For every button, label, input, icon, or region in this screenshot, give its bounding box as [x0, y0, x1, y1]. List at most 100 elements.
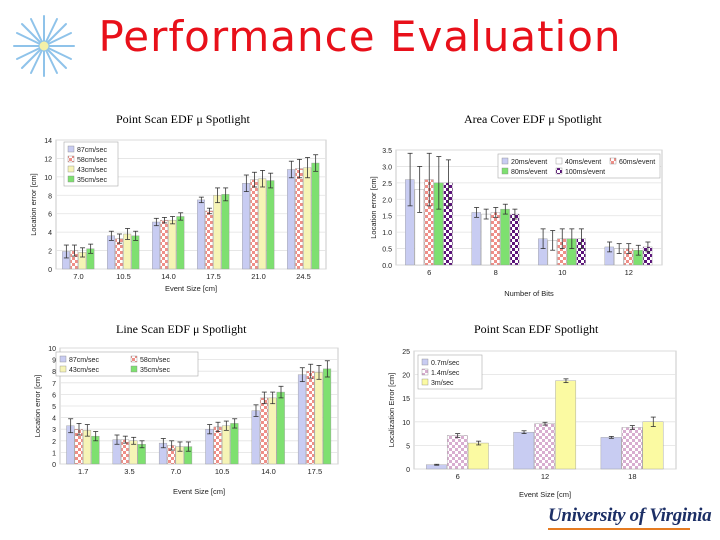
- x-tick-label: 14.0: [261, 467, 276, 476]
- x-tick-label: 12: [625, 268, 633, 277]
- legend-label: 87cm/sec: [77, 147, 107, 154]
- legend-label: 60ms/event: [619, 159, 655, 166]
- chart-line-scan-mu: 0 1 2 3 4 5 6 7 8 9 10 1.7 3.5 7.0 10.5 14.0 17.5 Event S…: [33, 346, 339, 496]
- y-tick-label: 10: [44, 175, 52, 182]
- y-tick-label: 5: [52, 404, 56, 411]
- x-tick-label: 6: [456, 472, 460, 481]
- bar: [242, 183, 251, 270]
- y-tick-label: 1.0: [382, 230, 392, 237]
- y-tick-label: 10: [402, 420, 410, 427]
- legend-swatch: [130, 365, 138, 373]
- bar: [555, 380, 577, 470]
- y-tick-label: 8: [48, 193, 52, 200]
- y-axis-label: Location error [cm]: [30, 173, 38, 236]
- legend-box: [497, 153, 661, 179]
- x-tick-label: 10.5: [116, 272, 131, 281]
- bar: [621, 427, 643, 470]
- y-tick-label: 6: [48, 212, 52, 219]
- y-tick-label: 15: [402, 396, 410, 403]
- y-tick-label: 14: [44, 138, 52, 145]
- bar: [276, 391, 285, 465]
- y-tick-label: 9: [52, 358, 56, 365]
- x-tick-label: 7.0: [171, 467, 181, 476]
- x-axis-label: Event Size [cm]: [173, 487, 225, 496]
- legend-label: 43cm/sec: [69, 367, 99, 374]
- bar: [205, 428, 214, 465]
- legend-swatch: [67, 165, 75, 173]
- x-axis-label: Event Size [cm]: [165, 284, 217, 293]
- chart-caption-point-scan: Point Scan EDF Spotlight: [474, 322, 599, 336]
- y-tick-label: 0: [52, 462, 56, 469]
- y-tick-label: 7: [52, 381, 56, 388]
- legend-swatch: [421, 378, 429, 386]
- y-tick-label: 2.5: [382, 181, 392, 188]
- legend-label: 87cm/sec: [69, 357, 99, 364]
- legend-swatch: [59, 365, 67, 373]
- bar: [322, 368, 332, 465]
- bar: [303, 167, 312, 270]
- legend-label: 3m/sec: [431, 380, 454, 387]
- legend-swatch: [67, 145, 75, 153]
- chart-caption-line-scan-mu: Line Scan EDF μ Spotlight: [116, 322, 247, 336]
- bar: [160, 219, 169, 270]
- x-tick-label: 7.0: [73, 272, 83, 281]
- slide-title: Performance Evaluation: [98, 12, 622, 61]
- bar: [259, 397, 269, 465]
- bar: [600, 437, 622, 470]
- star-icon: [13, 15, 75, 77]
- y-tick-label: 0: [406, 467, 410, 474]
- legend-label: 35cm/sec: [77, 177, 107, 184]
- y-tick-label: 3.0: [382, 164, 392, 171]
- y-tick-label: 25: [402, 349, 410, 356]
- bar: [534, 423, 556, 470]
- legend: 20ms/event 40ms/event 60ms/event 80ms/event…: [497, 153, 661, 179]
- y-tick-label: 5: [406, 443, 410, 450]
- bar: [251, 410, 260, 465]
- y-tick-label: 0.0: [382, 263, 392, 270]
- y-axis-label: Localization Error [cm]: [387, 373, 396, 448]
- legend: 87cm/sec 58cm/sec 43cm/sec 35cm/sec: [55, 351, 199, 377]
- bar: [490, 212, 501, 266]
- legend-swatch: [501, 157, 509, 165]
- y-tick-label: 4: [48, 230, 52, 237]
- chart-point-scan: 0 5 10 15 20 25 6 12 18 Event Size [cm] Localizati…: [387, 349, 677, 499]
- y-tick-label: 1.5: [382, 214, 392, 221]
- legend-swatch: [130, 355, 138, 363]
- legend-swatch: [421, 368, 429, 376]
- y-axis-label: Location error [cm]: [369, 176, 378, 239]
- bar: [481, 213, 491, 266]
- legend-label: 1.4m/sec: [431, 370, 460, 377]
- legend-swatch: [501, 167, 509, 175]
- y-tick-label: 1: [52, 450, 56, 457]
- legend-label: 58cm/sec: [77, 157, 107, 164]
- bar: [314, 372, 323, 465]
- legend-box: [417, 354, 483, 390]
- legend-label: 58cm/sec: [140, 357, 170, 364]
- logo-underline: [548, 528, 690, 530]
- bar: [509, 213, 520, 266]
- y-tick-label: 6: [52, 392, 56, 399]
- legend-swatch: [555, 157, 563, 165]
- y-tick-label: 8: [52, 369, 56, 376]
- x-tick-label: 17.5: [308, 467, 323, 476]
- legend-swatch: [67, 175, 75, 183]
- bar: [230, 423, 239, 465]
- legend-label: 80ms/event: [511, 169, 547, 176]
- legend-swatch: [67, 155, 75, 163]
- bar: [500, 208, 510, 266]
- chart-area-cover-mu: 0.0 0.5 1.0 1.5 2.0 2.5 3.0 3.5 6 8 10 12 Number of …: [369, 148, 663, 298]
- bar: [306, 371, 315, 465]
- bar: [471, 212, 481, 266]
- legend-label: 100ms/event: [565, 169, 605, 176]
- university-logo: University of Virginia: [548, 505, 712, 526]
- bar: [287, 169, 295, 270]
- x-tick-label: 8: [494, 268, 498, 277]
- bar: [311, 162, 320, 270]
- x-axis-label: Number of Bits: [504, 289, 554, 298]
- x-tick-label: 1.7: [78, 467, 88, 476]
- bar: [221, 425, 231, 465]
- y-tick-label: 4: [52, 416, 56, 423]
- bar: [250, 179, 259, 270]
- y-tick-label: 3.5: [382, 148, 392, 155]
- bar: [467, 442, 489, 470]
